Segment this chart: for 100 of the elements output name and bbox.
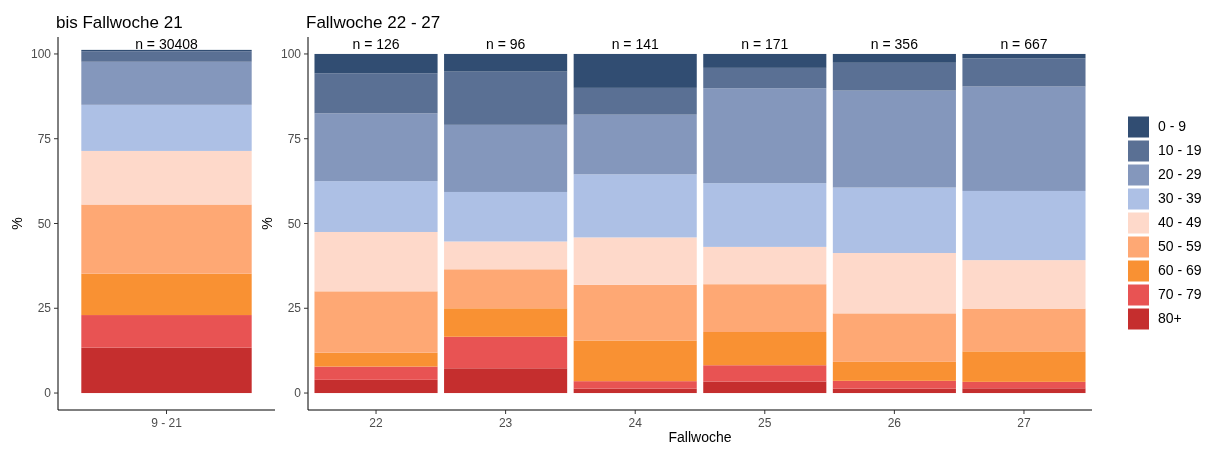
chart-title: bis Fallwoche 21 (56, 13, 183, 32)
bar (962, 381, 1086, 389)
bar (81, 51, 252, 62)
annotation: n = 141 (611, 35, 659, 52)
bar (444, 241, 568, 270)
annotation: n = 30408 (135, 35, 199, 52)
bar (703, 246, 827, 285)
bar (703, 284, 827, 333)
bar (314, 113, 438, 182)
x-tick-label: 22 (369, 416, 384, 430)
bar (703, 67, 827, 89)
legend-label: 50 - 59 (1158, 238, 1202, 255)
bar (962, 53, 1086, 59)
bar (573, 237, 697, 285)
x-tick-label: 27 (1017, 416, 1031, 430)
y-axis-title: % (259, 217, 275, 230)
bar (573, 381, 697, 389)
bar (81, 315, 252, 348)
bar (703, 381, 827, 394)
bar (832, 380, 956, 389)
bar (962, 58, 1086, 87)
bar (962, 351, 1086, 382)
y-axis-title: % (9, 217, 25, 230)
bar (81, 61, 252, 105)
y-tick-label: 50 (37, 216, 52, 231)
y-tick-label: 100 (280, 47, 302, 62)
bar (444, 53, 568, 72)
legend-label: 40 - 49 (1158, 214, 1202, 231)
x-tick-label: 9 - 21 (151, 416, 183, 430)
y-tick-label: 25 (37, 301, 52, 316)
bar (703, 88, 827, 184)
bar (314, 53, 438, 74)
bar (81, 204, 252, 274)
annotation: n = 667 (1000, 35, 1048, 52)
x-tick-label: 23 (498, 416, 513, 430)
annotation: n = 96 (485, 35, 526, 52)
legend-label: 80+ (1158, 310, 1182, 327)
y-tick-label: 75 (37, 131, 52, 146)
bar (962, 388, 1086, 394)
bar (314, 73, 438, 114)
bar (444, 368, 568, 394)
bar (832, 62, 956, 91)
bar (444, 124, 568, 192)
x-tick-label: 26 (887, 416, 902, 430)
legend-label: 60 - 69 (1158, 262, 1202, 279)
bar (832, 361, 956, 381)
bar (444, 336, 568, 369)
bar (832, 253, 956, 314)
bar (573, 87, 697, 115)
bar (444, 308, 568, 337)
bar (314, 181, 438, 232)
y-tick-label: 100 (30, 47, 52, 62)
bar (962, 86, 1086, 191)
bar (832, 53, 956, 63)
bar (81, 150, 252, 205)
bar (962, 260, 1086, 309)
bar (573, 340, 697, 382)
bar (444, 269, 568, 309)
bar (573, 284, 697, 341)
bar (832, 388, 956, 394)
annotation: n = 171 (741, 35, 789, 52)
bar (314, 366, 438, 380)
bar (573, 388, 697, 394)
bar (962, 190, 1086, 261)
bar (703, 332, 827, 366)
legend-label: 0 - 9 (1158, 118, 1187, 135)
chart-title: Fallwoche 22 - 27 (306, 13, 441, 32)
x-tick-label: 25 (758, 416, 772, 430)
bar (314, 291, 438, 353)
legend-label: 30 - 39 (1158, 190, 1202, 207)
y-tick-label: 0 (44, 386, 52, 401)
y-tick-label: 25 (287, 301, 302, 316)
y-tick-label: 75 (287, 131, 302, 146)
bar (81, 273, 252, 316)
y-tick-label: 50 (287, 216, 302, 231)
annotation: n = 126 (352, 35, 400, 52)
bar (573, 53, 697, 88)
bar (444, 71, 568, 125)
bar (314, 352, 438, 367)
legend-label: 70 - 79 (1158, 286, 1202, 303)
bar (962, 308, 1086, 352)
bar (703, 53, 827, 68)
bar (832, 313, 956, 362)
legend-label: 20 - 29 (1158, 166, 1202, 183)
bar (703, 183, 827, 247)
legend-label: 10 - 19 (1158, 142, 1202, 159)
bar (81, 347, 252, 394)
bar (832, 90, 956, 188)
x-tick-label: 24 (628, 416, 643, 430)
bar (573, 114, 697, 175)
bar (444, 191, 568, 242)
annotation: n = 356 (870, 35, 919, 52)
y-tick-label: 0 (294, 386, 302, 401)
bar (314, 379, 438, 394)
bar (703, 365, 827, 382)
bar (832, 187, 956, 253)
bar (81, 104, 252, 151)
bar (573, 174, 697, 238)
x-axis-title: Fallwoche (668, 429, 732, 445)
bar (314, 231, 438, 292)
